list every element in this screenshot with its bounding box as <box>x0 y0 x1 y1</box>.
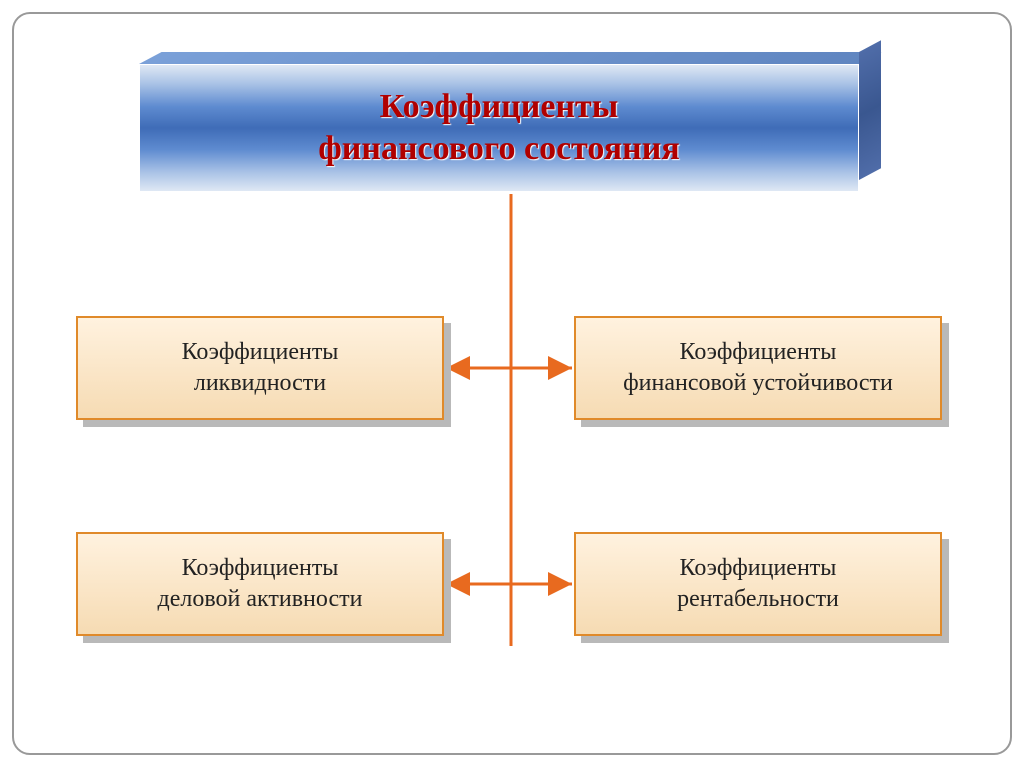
node-liquidity-text: Коэффициенты ликвидности <box>182 337 339 398</box>
node-financial-stability-text: Коэффициенты финансовой устойчивости <box>623 337 893 398</box>
node-financial-stability: Коэффициенты финансовой устойчивости <box>574 316 942 420</box>
node-profitability-text: Коэффициенты рентабельности <box>677 553 839 614</box>
node-profitability: Коэффициенты рентабельности <box>574 532 942 636</box>
slide-frame: Коэффициенты финансового состояния Коэ <box>12 12 1012 755</box>
title-3d-top <box>139 52 882 64</box>
title-3d-right <box>859 40 881 180</box>
title-banner: Коэффициенты финансового состояния <box>139 64 859 192</box>
node-liquidity: Коэффициенты ликвидности <box>76 316 444 420</box>
title-text: Коэффициенты финансового состояния <box>318 86 680 171</box>
title-line1: Коэффициенты <box>380 88 619 125</box>
title-face: Коэффициенты финансового состояния <box>139 64 859 192</box>
node-business-activity: Коэффициенты деловой активности <box>76 532 444 636</box>
title-line2: финансового состояния <box>318 130 680 167</box>
node-business-activity-text: Коэффициенты деловой активности <box>158 553 363 614</box>
